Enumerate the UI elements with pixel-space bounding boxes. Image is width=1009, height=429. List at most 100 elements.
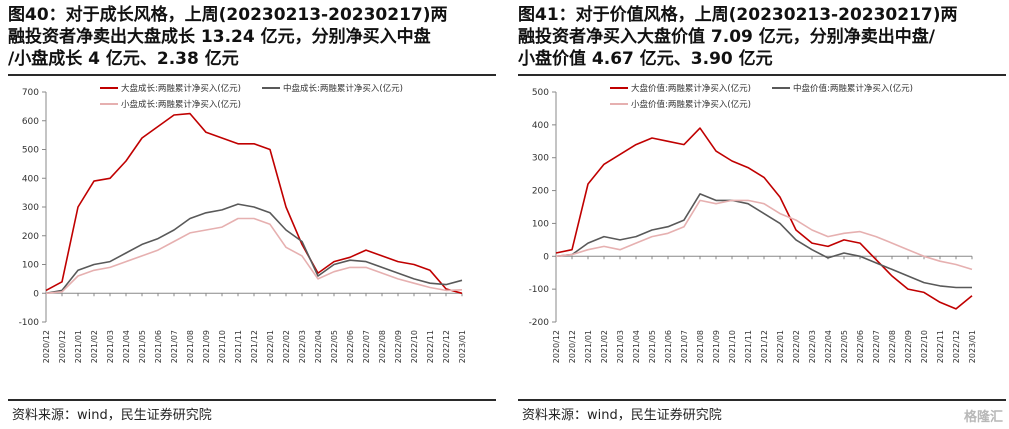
x-tick-label: 2022/07 bbox=[362, 330, 371, 363]
y-tick-label: -200 bbox=[529, 318, 550, 328]
x-tick-label: 2021/07 bbox=[170, 330, 179, 363]
x-tick-label: 2021/10 bbox=[218, 330, 227, 363]
divider bbox=[8, 74, 496, 76]
legend-entry: 大盘成长:两融累计净买入(亿元) bbox=[121, 83, 241, 94]
growth-line-chart: -100 0 100 200 300 400 500 600 700 2020/12 2020/12… bbox=[19, 83, 467, 363]
y-tick-label: 100 bbox=[22, 261, 39, 271]
x-tick-label: 2022/01 bbox=[266, 330, 275, 363]
x-tick-label: 2021/01 bbox=[584, 330, 593, 363]
x-tick-label: 2020/12 bbox=[42, 330, 51, 363]
y-tick-label: 600 bbox=[22, 117, 39, 127]
x-tick-label: 2022/05 bbox=[330, 330, 339, 363]
x-tick-label: 2021/05 bbox=[138, 330, 147, 363]
title-line: 图41：对于价值风格，上周(20230213-20230217)两 bbox=[518, 5, 958, 25]
divider bbox=[8, 399, 496, 401]
x-tick-label: 2022/06 bbox=[346, 330, 355, 363]
y-tick-label: 500 bbox=[532, 88, 549, 98]
x-tick-label: 2022/06 bbox=[856, 330, 865, 363]
x-tick-label: 2022/09 bbox=[394, 330, 403, 363]
legend-entry: 小盘成长:两融累计净买入(亿元) bbox=[121, 99, 241, 110]
x-tick-label: 2022/04 bbox=[314, 330, 323, 363]
x-tick-label: 2022/10 bbox=[410, 330, 419, 363]
x-tick-label: 2022/09 bbox=[904, 330, 913, 363]
x-tick-label: 2021/05 bbox=[648, 330, 657, 363]
y-tick-label: 100 bbox=[532, 219, 549, 229]
series-line bbox=[45, 217, 463, 295]
legend-entry: 大盘价值:两融累计净买入(亿元) bbox=[631, 83, 751, 94]
y-tick-label: 200 bbox=[532, 187, 549, 197]
title-line: 图40：对于成长风格，上周(20230213-20230217)两 bbox=[8, 5, 448, 25]
x-tick-label: 2023/01 bbox=[458, 330, 467, 363]
y-tick-label: 500 bbox=[22, 146, 39, 156]
x-tick-label: 2021/10 bbox=[728, 330, 737, 363]
series-line bbox=[45, 112, 463, 295]
legend-entry: 小盘价值:两融累计净买入(亿元) bbox=[631, 99, 751, 110]
x-tick-label: 2020/12 bbox=[58, 330, 67, 363]
x-tick-label: 2022/10 bbox=[920, 330, 929, 363]
x-tick-label: 2021/09 bbox=[202, 330, 211, 363]
watermark-logo: 格隆汇 bbox=[963, 410, 1003, 425]
panel-value: 图41：对于价值风格，上周(20230213-20230217)两 融投资者净买… bbox=[510, 0, 1009, 429]
title-line: 融投资者净卖出大盘成长 13.24 亿元，分别净买入中盘 bbox=[8, 27, 431, 47]
x-tick-label: 2021/11 bbox=[234, 330, 243, 363]
x-tick-label: 2021/12 bbox=[760, 330, 769, 363]
divider bbox=[518, 74, 1006, 76]
divider bbox=[518, 399, 1006, 401]
x-tick-label: 2021/07 bbox=[680, 330, 689, 363]
x-tick-label: 2021/06 bbox=[154, 330, 163, 363]
y-tick-label: 300 bbox=[532, 154, 549, 164]
x-tick-label: 2022/12 bbox=[952, 330, 961, 363]
x-tick-label: 2023/01 bbox=[968, 330, 977, 363]
x-tick-label: 2022/11 bbox=[426, 330, 435, 363]
x-tick-label: 2022/03 bbox=[808, 330, 817, 363]
x-tick-label: 2022/05 bbox=[840, 330, 849, 363]
y-tick-label: 300 bbox=[22, 203, 39, 213]
x-tick-label: 2021/12 bbox=[250, 330, 259, 363]
x-tick-label: 2022/08 bbox=[888, 330, 897, 363]
y-tick-label: -100 bbox=[529, 285, 550, 295]
x-tick-label: 2021/11 bbox=[744, 330, 753, 363]
x-tick-label: 2022/03 bbox=[298, 330, 307, 363]
y-tick-label: 0 bbox=[543, 252, 549, 262]
title-line: 融投资者净买入大盘价值 7.09 亿元，分别净卖出中盘/ bbox=[518, 27, 935, 47]
x-tick-label: 2020/12 bbox=[552, 330, 561, 363]
y-tick-label: 0 bbox=[33, 289, 39, 299]
x-tick-label: 2022/12 bbox=[442, 330, 451, 363]
y-tick-label: 400 bbox=[532, 121, 549, 131]
x-tick-label: 2021/01 bbox=[74, 330, 83, 363]
x-tick-label: 2021/02 bbox=[600, 330, 609, 363]
y-tick-label: 700 bbox=[22, 88, 39, 98]
x-tick-label: 2022/11 bbox=[936, 330, 945, 363]
x-tick-label: 2021/02 bbox=[90, 330, 99, 363]
x-tick-label: 2022/08 bbox=[378, 330, 387, 363]
x-tick-label: 2021/04 bbox=[632, 330, 641, 363]
y-tick-label: 400 bbox=[22, 174, 39, 184]
source-note: 资料来源：wind，民生证券研究院 bbox=[12, 408, 212, 423]
series-line bbox=[555, 127, 973, 310]
series-line bbox=[555, 193, 972, 289]
x-tick-label: 2021/03 bbox=[616, 330, 625, 363]
legend-entry: 中盘成长:两融累计净买入(亿元) bbox=[283, 83, 403, 94]
x-tick-label: 2022/02 bbox=[282, 330, 291, 363]
series-line bbox=[45, 203, 463, 295]
panel-growth: 图40：对于成长风格，上周(20230213-20230217)两 融投资者净卖… bbox=[0, 0, 500, 429]
y-tick-label: -100 bbox=[19, 318, 40, 328]
x-tick-label: 2021/03 bbox=[106, 330, 115, 363]
source-note: 资料来源：wind，民生证券研究院 bbox=[522, 408, 722, 423]
legend-entry: 中盘价值:两融累计净买入(亿元) bbox=[793, 83, 913, 94]
x-tick-label: 2020/12 bbox=[568, 330, 577, 363]
x-tick-label: 2022/07 bbox=[872, 330, 881, 363]
x-tick-label: 2021/06 bbox=[664, 330, 673, 363]
x-tick-label: 2021/04 bbox=[122, 330, 131, 363]
chart-title: 图41：对于价值风格，上周(20230213-20230217)两 融投资者净买… bbox=[518, 4, 1006, 70]
x-tick-label: 2021/09 bbox=[712, 330, 721, 363]
title-line: /小盘成长 4 亿元、2.38 亿元 bbox=[8, 49, 239, 69]
x-tick-label: 2022/02 bbox=[792, 330, 801, 363]
x-tick-label: 2021/08 bbox=[696, 330, 705, 363]
series-line bbox=[555, 199, 973, 271]
x-tick-label: 2022/01 bbox=[776, 330, 785, 363]
title-line: 小盘价值 4.67 亿元、3.90 亿元 bbox=[518, 49, 773, 69]
value-line-chart: -200 -100 0 100 200 300 400 500 2020/12 2020/12 20… bbox=[529, 83, 977, 363]
x-tick-label: 2021/08 bbox=[186, 330, 195, 363]
y-tick-label: 200 bbox=[22, 232, 39, 242]
